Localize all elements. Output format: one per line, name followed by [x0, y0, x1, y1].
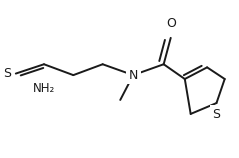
Text: N: N	[129, 69, 138, 82]
Text: NH₂: NH₂	[33, 82, 55, 95]
Text: S: S	[212, 108, 221, 121]
Text: O: O	[166, 17, 176, 30]
Text: S: S	[3, 67, 11, 80]
